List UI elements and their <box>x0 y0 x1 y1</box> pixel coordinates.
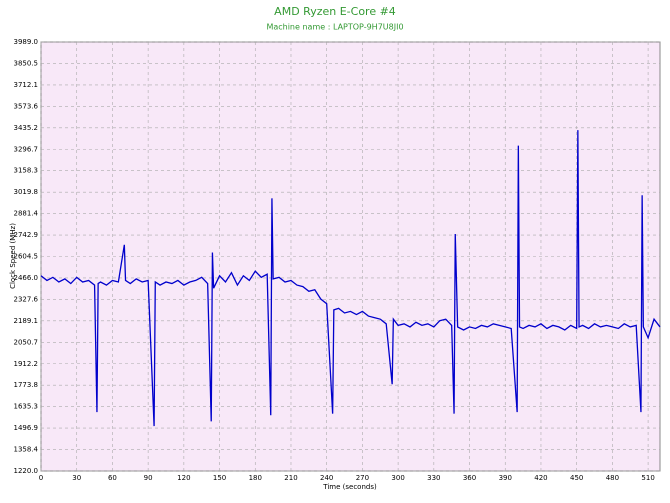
x-tick-label: 510 <box>641 474 654 482</box>
y-tick-label: 1358.4 <box>14 446 39 454</box>
y-tick-label: 2327.6 <box>14 295 39 303</box>
x-tick-label: 180 <box>249 474 262 482</box>
x-tick-label: 240 <box>320 474 333 482</box>
y-tick-label: 3296.7 <box>14 145 39 153</box>
y-tick-label: 3989.0 <box>14 38 39 46</box>
x-tick-label: 480 <box>606 474 619 482</box>
y-tick-label: 3019.8 <box>14 188 39 196</box>
x-tick-label: 0 <box>39 474 43 482</box>
y-axis-label: Clock Speed (MHz) <box>9 223 17 289</box>
y-tick-label: 2050.7 <box>14 338 39 346</box>
x-tick-label: 300 <box>391 474 404 482</box>
x-tick-label: 60 <box>108 474 117 482</box>
x-tick-label: 120 <box>177 474 190 482</box>
x-axis-label: Time (seconds) <box>322 483 377 491</box>
x-tick-label: 390 <box>499 474 512 482</box>
y-tick-label: 2189.1 <box>14 317 39 325</box>
chart-subtitle: Machine name : LAPTOP-9H7U8JI0 <box>266 23 403 32</box>
x-tick-label: 420 <box>534 474 547 482</box>
y-tick-label: 2742.9 <box>14 231 39 239</box>
y-tick-label: 2604.5 <box>14 253 39 261</box>
y-tick-label: 2881.4 <box>14 210 39 218</box>
y-tick-label: 1635.3 <box>14 403 39 411</box>
x-tick-label: 210 <box>284 474 297 482</box>
y-tick-label: 3158.3 <box>14 167 39 175</box>
y-tick-label: 3435.2 <box>14 124 39 132</box>
x-tick-label: 450 <box>570 474 583 482</box>
y-tick-label: 1496.9 <box>14 424 39 432</box>
x-tick-label: 360 <box>463 474 476 482</box>
x-tick-label: 270 <box>356 474 369 482</box>
y-tick-label: 3712.1 <box>14 81 39 89</box>
y-tick-label: 3850.5 <box>14 59 39 67</box>
y-tick-label: 1912.2 <box>14 360 39 368</box>
x-tick-label: 30 <box>72 474 81 482</box>
chart-title: AMD Ryzen E-Core #4 <box>274 5 396 18</box>
y-tick-label: 1773.8 <box>14 381 39 389</box>
x-tick-label: 150 <box>213 474 226 482</box>
y-tick-label: 2466.0 <box>14 274 39 282</box>
x-tick-label: 90 <box>144 474 153 482</box>
data-line <box>40 130 661 427</box>
x-tick-label: 330 <box>427 474 440 482</box>
y-tick-label: 1220.0 <box>14 467 39 475</box>
y-tick-label: 3573.6 <box>14 102 39 110</box>
